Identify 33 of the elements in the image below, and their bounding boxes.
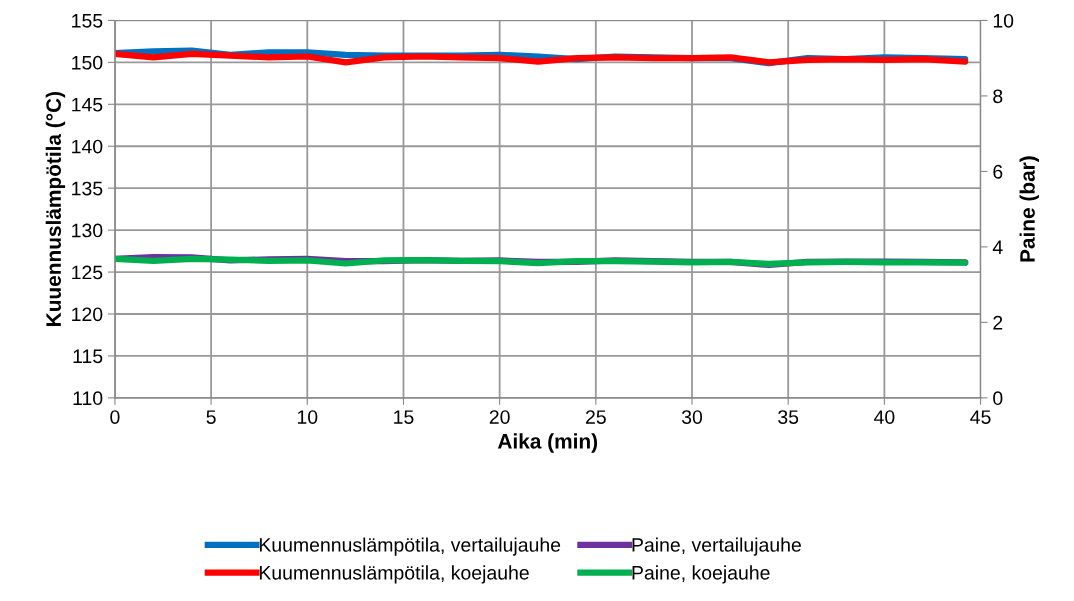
x-tick-label: 30 bbox=[681, 410, 703, 424]
y2-tick-label: 6 bbox=[993, 164, 1003, 179]
y2-axis-title: Paine (bar) bbox=[1019, 156, 1039, 262]
legend-label: Kuumennuslämpötila, koejauhe bbox=[259, 565, 529, 584]
x-tick-label: 15 bbox=[394, 410, 414, 424]
y-tick-label: 155 bbox=[72, 14, 103, 28]
legend-label: Kuumennuslämpötila, vertailujauhe bbox=[259, 537, 561, 556]
x-tick-label: 10 bbox=[297, 410, 318, 424]
y-tick-label: 135 bbox=[72, 181, 103, 196]
y2-tick-label: 2 bbox=[993, 315, 1003, 330]
y2-tick-label: 8 bbox=[993, 89, 1003, 104]
y-axis-title: Kuuennuslämpötila (°C) bbox=[45, 92, 66, 326]
y-tick-label: 120 bbox=[72, 307, 103, 322]
x-tick-label: 45 bbox=[970, 410, 991, 424]
y2-tick-label: 10 bbox=[993, 13, 1014, 28]
x-axis-title: Aika (min) bbox=[497, 433, 598, 453]
x-tick-label: 40 bbox=[874, 410, 895, 424]
y-tick-label: 110 bbox=[73, 391, 103, 406]
x-tick-label: 20 bbox=[489, 410, 510, 424]
x-tick-label: 35 bbox=[778, 410, 799, 424]
y-tick-label: 145 bbox=[72, 97, 103, 112]
x-tick-label: 0 bbox=[110, 410, 120, 424]
y-tick-label: 150 bbox=[72, 55, 103, 70]
y-tick-label: 130 bbox=[72, 223, 103, 238]
legend-label: Paine, vertailujauhe bbox=[632, 537, 801, 556]
x-tick-label: 25 bbox=[586, 410, 606, 424]
x-tick-label: 5 bbox=[206, 410, 216, 424]
y2-tick-label: 0 bbox=[993, 391, 1003, 406]
y2-tick-label: 4 bbox=[992, 240, 1003, 254]
y-tick-label: 140 bbox=[72, 139, 103, 154]
y-tick-label: 125 bbox=[72, 265, 103, 280]
y-tick-label: 115 bbox=[73, 349, 103, 364]
legend-label: Paine, koejauhe bbox=[632, 565, 770, 584]
